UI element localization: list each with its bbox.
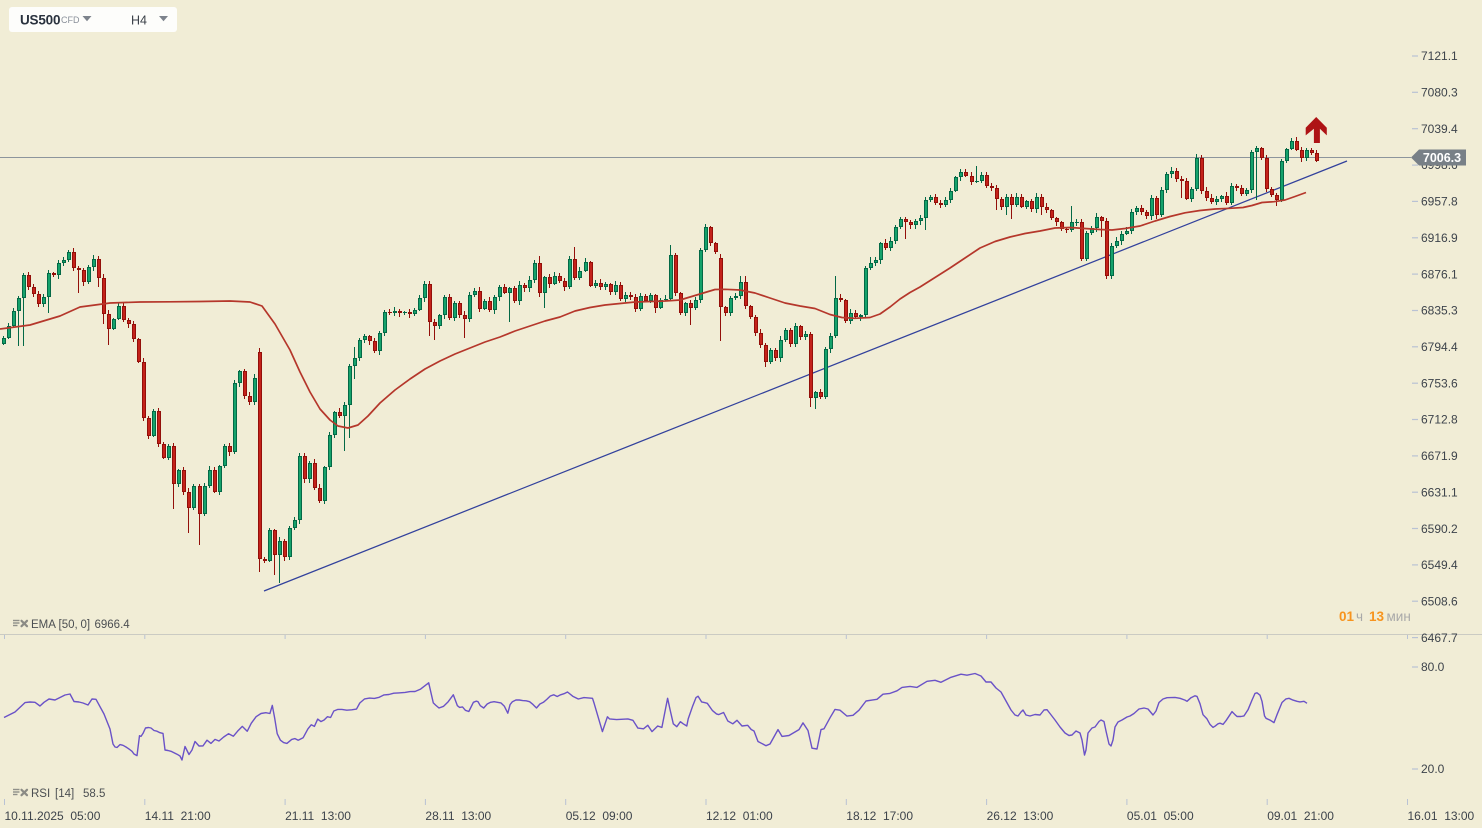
- svg-text:6712.8: 6712.8: [1421, 413, 1458, 427]
- svg-text:26.12 13:00: 26.12 13:00: [987, 809, 1054, 823]
- svg-text:6671.9: 6671.9: [1421, 449, 1458, 463]
- svg-text:H4: H4: [131, 14, 147, 28]
- svg-text:80.0: 80.0: [1421, 660, 1445, 674]
- svg-text:6549.4: 6549.4: [1421, 558, 1458, 572]
- svg-text:6753.6: 6753.6: [1421, 376, 1458, 390]
- svg-text:16.01 13:00: 16.01 13:00: [1408, 809, 1475, 823]
- svg-text:05.01 05:00: 05.01 05:00: [1127, 809, 1194, 823]
- svg-text:20.0: 20.0: [1421, 762, 1445, 776]
- svg-text:09.01 21:00: 09.01 21:00: [1267, 809, 1334, 823]
- svg-text:10.11.2025 05:00: 10.11.2025 05:00: [5, 809, 101, 823]
- svg-text:EMA[50,0]6966.4: EMA [50, 0] 6966.4: [31, 619, 130, 631]
- svg-text:6876.1: 6876.1: [1421, 267, 1458, 281]
- svg-text:7080.3: 7080.3: [1421, 86, 1458, 100]
- svg-text:14.11 21:00: 14.11 21:00: [145, 809, 211, 823]
- svg-text:7039.4: 7039.4: [1421, 122, 1458, 136]
- svg-text:05.12 09:00: 05.12 09:00: [566, 809, 633, 823]
- svg-text:CFD: CFD: [61, 15, 80, 25]
- svg-text:7121.1: 7121.1: [1421, 49, 1458, 63]
- svg-text:6835.3: 6835.3: [1421, 304, 1458, 318]
- svg-text:18.12 17:00: 18.12 17:00: [846, 809, 913, 823]
- svg-text:RSI[14]58.5: RSI [14] 58.5: [31, 788, 105, 800]
- svg-text:12.12 01:00: 12.12 01:00: [706, 809, 773, 823]
- svg-text:7006.3: 7006.3: [1423, 151, 1461, 165]
- svg-text:6957.8: 6957.8: [1421, 195, 1458, 209]
- svg-text:6467.7: 6467.7: [1421, 631, 1458, 645]
- svg-text:6794.4: 6794.4: [1421, 340, 1458, 354]
- svg-text:6631.1: 6631.1: [1421, 485, 1458, 499]
- svg-text:6508.6: 6508.6: [1421, 595, 1458, 609]
- svg-text:6916.9: 6916.9: [1421, 231, 1458, 245]
- svg-text:US500: US500: [20, 13, 60, 28]
- svg-text:21.11 13:00: 21.11 13:00: [285, 809, 351, 823]
- svg-text:28.11 13:00: 28.11 13:00: [425, 809, 491, 823]
- svg-text:6590.2: 6590.2: [1421, 522, 1458, 536]
